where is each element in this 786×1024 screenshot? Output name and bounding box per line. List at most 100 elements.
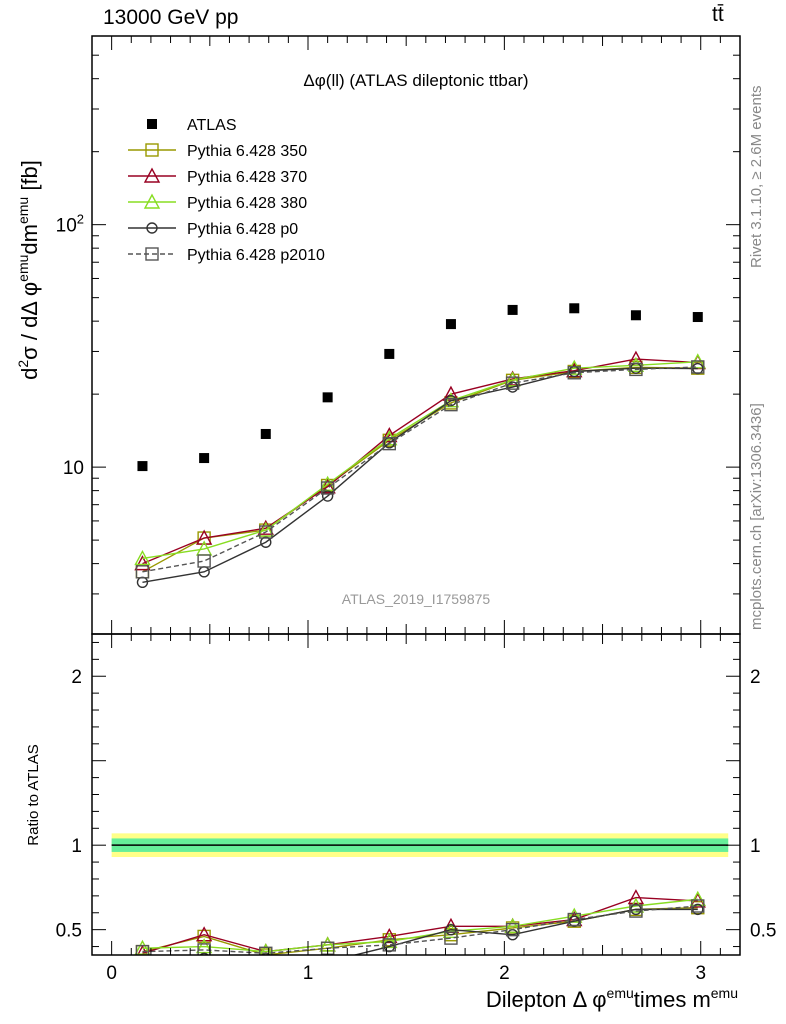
ratio-line-4 bbox=[142, 905, 698, 955]
ratio-y-tick-label: 2 bbox=[71, 667, 82, 688]
ratio-y-tick-label-right: 2 bbox=[750, 667, 761, 688]
data-point bbox=[197, 554, 211, 568]
legend-marker bbox=[145, 247, 159, 261]
series-4 bbox=[136, 362, 704, 588]
legend-label: ATLAS bbox=[187, 117, 237, 134]
legend-label: Pythia 6.428 370 bbox=[187, 169, 307, 186]
ratio-y-tick-label: 0.5 bbox=[56, 921, 82, 942]
legend-marker bbox=[143, 193, 161, 209]
data-point bbox=[504, 371, 521, 387]
ratio-point bbox=[259, 948, 273, 955]
x-label-sup: emu bbox=[607, 985, 634, 1001]
legend-label: Pythia 6.428 380 bbox=[187, 195, 307, 212]
ratio-line-2 bbox=[142, 898, 698, 953]
x-tick-label: 2 bbox=[499, 963, 510, 984]
legend-entry: Pythia 6.428 370 bbox=[128, 167, 307, 186]
data-point bbox=[134, 555, 151, 571]
y-label-part: [fb] bbox=[17, 160, 42, 197]
ratio-line-1 bbox=[142, 896, 698, 954]
ratio-point bbox=[567, 912, 581, 927]
ratio-point bbox=[692, 903, 704, 916]
ratio-point bbox=[137, 958, 147, 968]
data-point bbox=[445, 319, 456, 330]
x-tick-label: 1 bbox=[303, 963, 314, 984]
y-tick-label: 10 bbox=[63, 458, 84, 479]
data-point bbox=[257, 521, 274, 537]
ratio-point bbox=[199, 952, 209, 955]
data-point bbox=[505, 376, 520, 390]
ratio-point bbox=[134, 939, 151, 955]
y-label-part: σ / dΔ φ bbox=[17, 282, 42, 360]
data-point bbox=[692, 312, 703, 323]
ratio-point bbox=[691, 899, 705, 913]
ratio-point bbox=[381, 933, 398, 949]
legend-entry: Pythia 6.428 350 bbox=[128, 143, 307, 160]
data-point bbox=[507, 304, 518, 315]
series-line-1 bbox=[142, 366, 698, 573]
y-label-part: d bbox=[17, 368, 42, 380]
ratio-point bbox=[629, 904, 643, 918]
ratio-point bbox=[445, 923, 457, 936]
ratio-point bbox=[259, 946, 273, 955]
data-point bbox=[195, 529, 213, 545]
y-axis-label: d2σ / dΔ φemudmemu [fb] bbox=[15, 160, 42, 380]
data-point bbox=[629, 362, 643, 377]
ratio-point bbox=[627, 889, 645, 905]
data-point bbox=[445, 394, 457, 407]
final-state-label: tt̄ bbox=[712, 3, 724, 26]
data-point bbox=[322, 392, 333, 403]
y-label-part: dm bbox=[17, 224, 42, 255]
ratio-point bbox=[195, 938, 213, 954]
x-label-part: times m bbox=[634, 987, 711, 1012]
analysis-watermark: ATLAS_2019_I1759875 bbox=[342, 591, 491, 607]
data-point bbox=[321, 490, 334, 502]
ratio-point bbox=[505, 922, 520, 937]
data-point bbox=[630, 310, 641, 321]
data-point bbox=[691, 360, 705, 374]
x-axis-label: Dilepton Δ φemutimes memu bbox=[486, 985, 738, 1012]
x-tick-label: 3 bbox=[695, 963, 706, 984]
ratio-plot-series bbox=[134, 889, 706, 968]
data-point bbox=[569, 303, 580, 314]
ratio-point bbox=[259, 943, 273, 955]
ratio-series-1 bbox=[136, 889, 706, 955]
ratio-point bbox=[504, 917, 521, 933]
series-line-5 bbox=[142, 366, 698, 573]
x-label-part: Dilepton bbox=[486, 987, 573, 1012]
data-point bbox=[137, 461, 148, 472]
y-tick-label: 102 bbox=[56, 212, 84, 237]
series-line-2 bbox=[142, 358, 698, 565]
ratio-y-axis-label: Ratio to ATLAS bbox=[25, 744, 42, 845]
ratio-plot-frame bbox=[91, 633, 741, 956]
legend-entry: ATLAS bbox=[147, 117, 237, 134]
y-label-sup: 2 bbox=[15, 360, 31, 368]
legend-label: Pythia 6.428 p2010 bbox=[187, 247, 325, 264]
data-point bbox=[260, 428, 271, 439]
legend: ATLAS Pythia 6.428 350 Pythia 6.428 370 Pyt… bbox=[128, 117, 325, 264]
y-tick-label-exponent: 2 bbox=[77, 212, 84, 227]
data-point bbox=[320, 481, 335, 495]
data-point bbox=[260, 536, 272, 548]
data-point bbox=[506, 381, 519, 393]
series-0 bbox=[137, 303, 703, 472]
legend-marker bbox=[147, 119, 157, 129]
data-point bbox=[134, 549, 151, 566]
ratio-point bbox=[323, 957, 333, 967]
y-label-sup: emu bbox=[15, 255, 31, 282]
ratio-point bbox=[566, 907, 583, 923]
y-label-sup: emu bbox=[15, 197, 31, 224]
data-point bbox=[444, 397, 458, 412]
ratio-point bbox=[381, 927, 398, 944]
data-point bbox=[567, 366, 581, 380]
data-point bbox=[384, 348, 395, 359]
series-1 bbox=[135, 360, 705, 579]
data-point bbox=[135, 565, 150, 579]
ratio-y-tick-label-right: 0.5 bbox=[750, 921, 776, 942]
ratio-series-2 bbox=[134, 890, 706, 955]
legend-marker bbox=[143, 167, 161, 183]
legend-marker bbox=[145, 143, 159, 157]
series-5 bbox=[135, 360, 705, 579]
data-point bbox=[319, 475, 336, 491]
series-line-4 bbox=[142, 367, 698, 583]
